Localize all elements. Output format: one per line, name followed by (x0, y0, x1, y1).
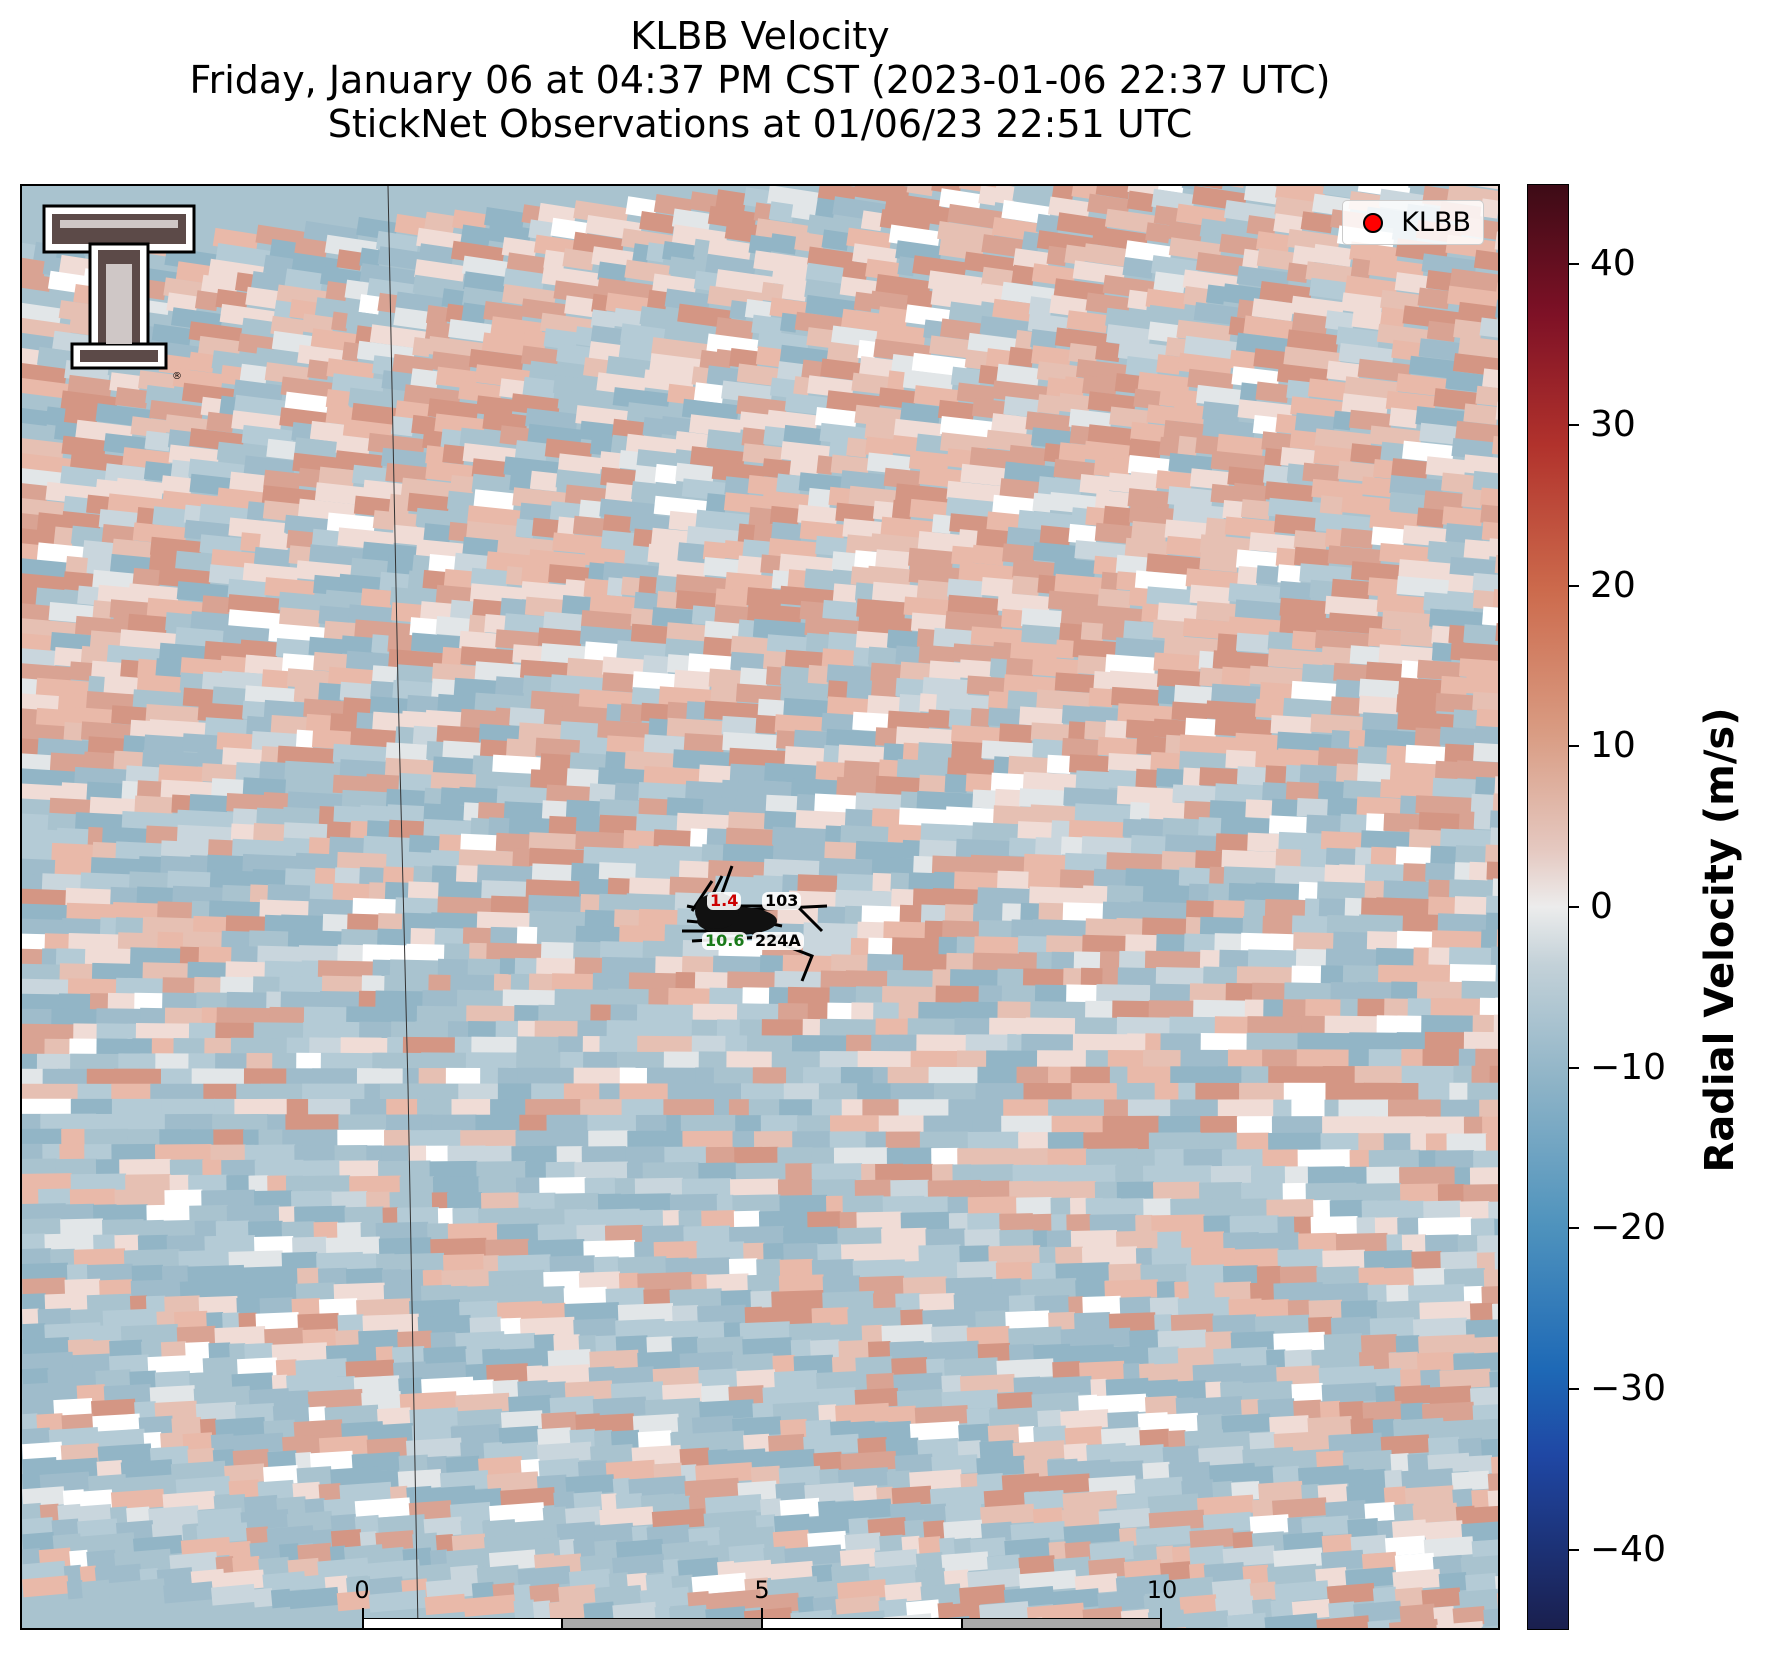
colorbar-tick-mark (1569, 745, 1579, 748)
colorbar-tick-mark (1569, 1227, 1579, 1230)
scale-segment-1 (362, 1618, 562, 1628)
colorbar-tick-mark (1569, 1066, 1579, 1069)
legend-label: KLBB (1401, 207, 1471, 238)
title-line-3: StickNet Observations at 01/06/23 22:51 … (327, 102, 1193, 146)
scale-bar: 0 5 10 km (354, 1576, 1177, 1628)
colorbar-tick-mark (1569, 263, 1579, 266)
colorbar-tick-label: 0 (1590, 886, 1613, 927)
station-224a-value-text: 10.6 (705, 931, 745, 950)
scale-mark-10 (1160, 1608, 1162, 1628)
scale-tick-0: 0 (354, 1576, 370, 1604)
station-103-value: 1.4 (707, 891, 742, 910)
colorbar-tick-label: 20 (1590, 564, 1636, 606)
station-103-value-text: 1.4 (710, 891, 739, 910)
map-legend: KLBB (1342, 200, 1484, 245)
texas-tech-logo: ® (42, 204, 202, 384)
scale-tick-5: 5 (754, 1576, 770, 1604)
scale-tick-10: 10 (1146, 1576, 1178, 1604)
scale-segment-2 (562, 1618, 762, 1628)
scale-segment-4 (962, 1618, 1162, 1628)
svg-text:®: ® (172, 371, 182, 382)
colorbar-tick-label: −40 (1590, 1528, 1666, 1570)
double-t-icon (42, 204, 196, 370)
klbb-marker-icon (1363, 212, 1384, 233)
station-224a-id[interactable]: 224A (752, 932, 804, 950)
scale-segment-3 (762, 1618, 962, 1628)
colorbar-tick-mark (1569, 424, 1579, 426)
colorbar-tick-label: 30 (1590, 404, 1636, 445)
colorbar-title: Radial Velocity (m/s) (1697, 707, 1743, 1173)
colorbar-tick-label: −10 (1590, 1046, 1666, 1088)
scale-mark-0 (362, 1608, 364, 1628)
colorbar-tick-label: −30 (1590, 1368, 1666, 1409)
title-line-1: KLBB Velocity (630, 14, 890, 58)
county-boundary-line (387, 186, 419, 1628)
colorbar-tick-mark (1569, 1548, 1579, 1551)
velocity-colorbar (1527, 184, 1569, 1630)
colorbar-tick-mark (1569, 1388, 1579, 1390)
scale-mark-5 (761, 1608, 763, 1628)
velocity-field (22, 186, 1498, 1628)
station-224a-value: 10.6 (702, 931, 748, 950)
colorbar-tick-mark (1569, 906, 1579, 908)
figure-title: KLBB Velocity Friday, January 06 at 04:3… (0, 14, 1520, 146)
colorbar-tick-label: 40 (1590, 243, 1636, 285)
radar-map[interactable]: 1.4 103 10.6 224A ® KLBB 0 5 10 (20, 184, 1500, 1630)
station-103-id[interactable]: 103 (762, 892, 802, 910)
title-line-2: Friday, January 06 at 04:37 PM CST (2023… (189, 58, 1331, 102)
colorbar-tick-mark (1569, 584, 1579, 587)
colorbar-tick-label: −20 (1590, 1207, 1666, 1249)
colorbar-tick-label: 10 (1590, 725, 1636, 767)
